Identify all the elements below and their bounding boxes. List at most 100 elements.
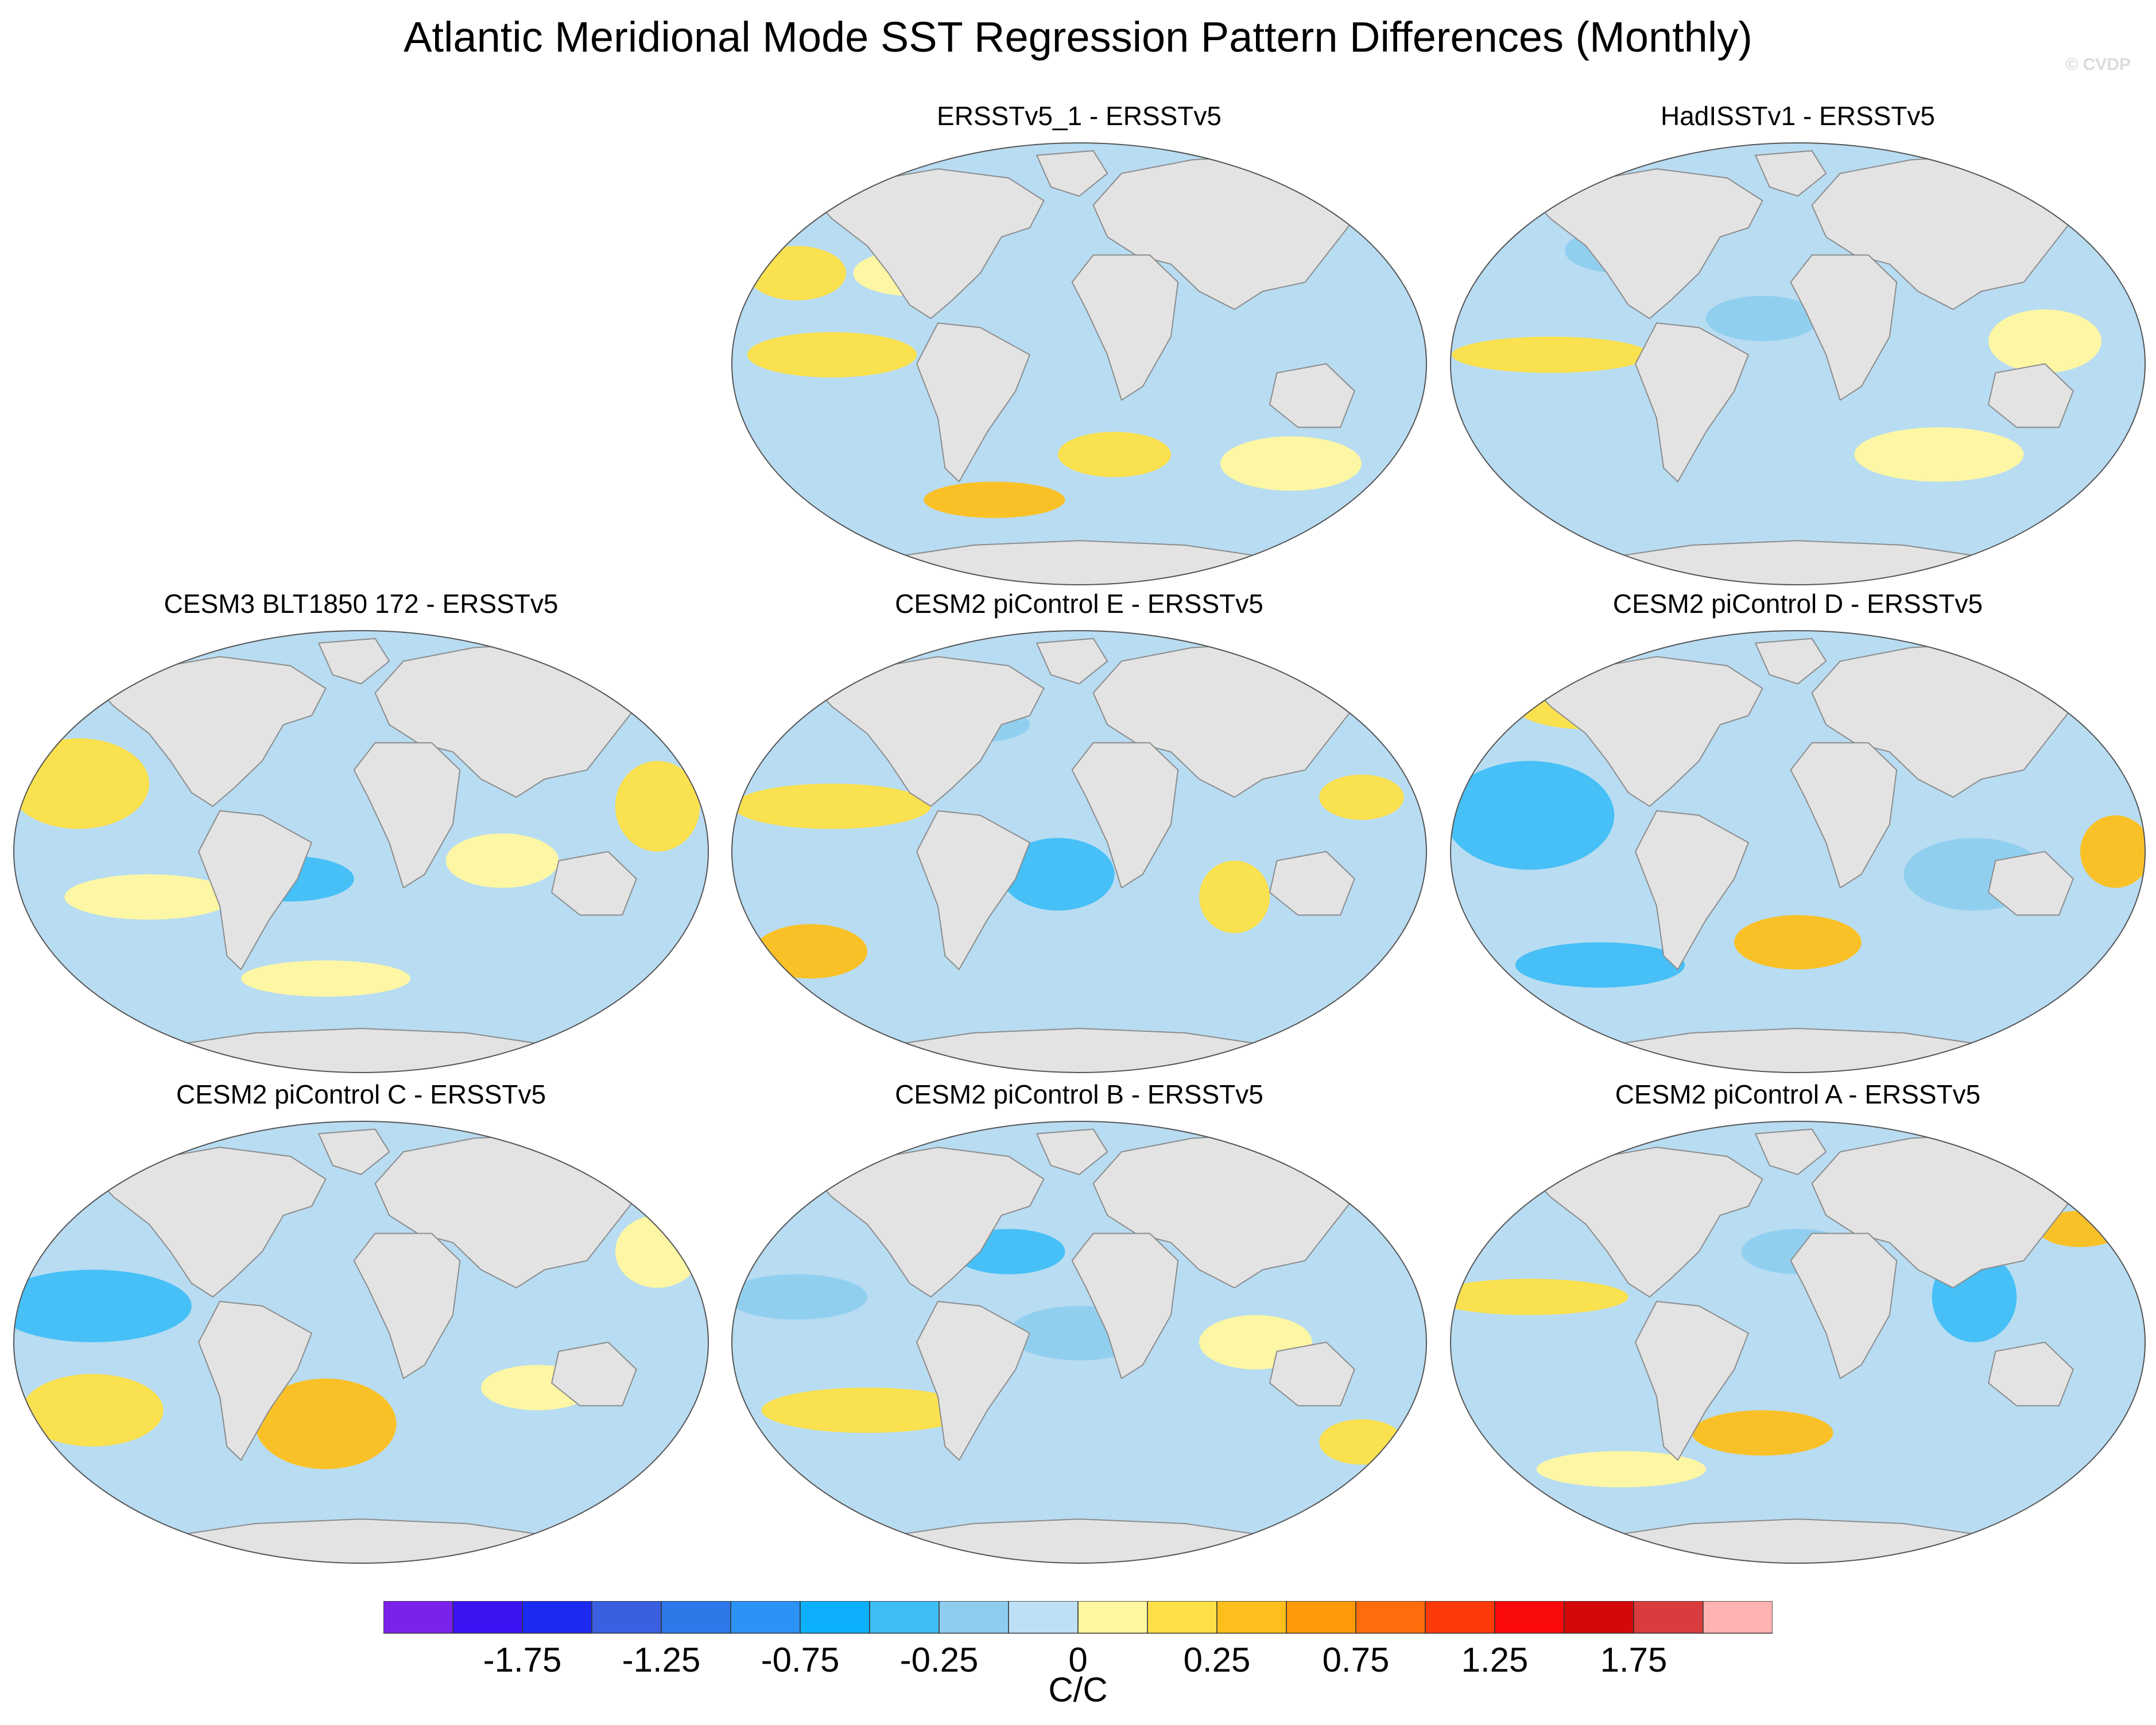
colorbar-swatch <box>939 1601 1009 1634</box>
colorbar-swatch <box>661 1601 731 1634</box>
colorbar-swatch <box>1286 1601 1356 1634</box>
sst-anomaly-region <box>1220 436 1362 491</box>
map-outline <box>1450 630 2146 1073</box>
land-australia <box>1269 363 1355 428</box>
land-south-america <box>916 322 1030 483</box>
map-outline <box>731 142 1427 585</box>
sst-anomaly-region <box>924 481 1065 518</box>
map-panel-cesm2-c: CESM2 piControl C - ERSSTv5 <box>8 1079 714 1572</box>
land-north-america <box>810 656 1045 807</box>
land-north-america <box>92 656 327 807</box>
colorbar-swatch <box>1633 1601 1704 1634</box>
sst-anomaly-region <box>1319 774 1404 820</box>
world-map <box>13 1121 709 1564</box>
colorbar-swatch <box>1703 1601 1773 1634</box>
sst-anomaly-region <box>22 1374 164 1447</box>
cvdp-watermark: © CVDP <box>2065 55 2131 74</box>
colorbar-tick-label: -0.75 <box>761 1641 840 1679</box>
colorbar-tick-label: -1.25 <box>622 1641 701 1679</box>
sst-anomaly-region <box>615 761 700 852</box>
sst-anomaly-region <box>1058 432 1171 477</box>
land-south-america <box>916 810 1030 970</box>
land-australia <box>1988 363 2074 428</box>
world-map <box>731 630 1427 1073</box>
map-panel-cesm2-e: CESM2 piControl E - ERSSTv5 <box>726 588 1432 1082</box>
colorbar-swatch <box>522 1601 592 1634</box>
panel-title: CESM2 piControl B - ERSSTv5 <box>895 1079 1263 1109</box>
land-australia <box>1269 1342 1355 1407</box>
sst-anomaly-region <box>1515 942 1685 988</box>
panel-title: ERSSTv5_1 - ERSSTv5 <box>937 101 1222 131</box>
sst-anomaly-region <box>1001 838 1115 911</box>
map-panel-cesm3-blt1850: CESM3 BLT1850 172 - ERSSTv5 <box>8 588 714 1082</box>
colorbar-tick-label: 1.25 <box>1461 1641 1529 1679</box>
world-map <box>1450 630 2146 1073</box>
sst-anomaly-region <box>1988 309 2101 373</box>
land-south-america <box>198 810 312 970</box>
sst-anomaly-region <box>14 1269 192 1342</box>
figure-title: Atlantic Meridional Mode SST Regression … <box>404 13 1752 61</box>
panel-title: CESM2 piControl D - ERSSTv5 <box>1612 589 1983 619</box>
land-north-america <box>810 168 1045 319</box>
land-north-america <box>92 1147 327 1297</box>
land-greenland <box>318 1128 390 1175</box>
sst-anomaly-region <box>1451 1279 1628 1315</box>
colorbar-units: C/C <box>1048 1670 1108 1709</box>
colorbar-swatch <box>1494 1601 1565 1634</box>
land-africa <box>1790 1233 1898 1380</box>
colorbar-swatch <box>1564 1601 1634 1634</box>
land-greenland <box>1036 150 1108 197</box>
sst-anomaly-region <box>754 924 867 979</box>
land-south-america <box>916 1300 1030 1461</box>
sst-anomaly-region <box>1452 336 1650 373</box>
land-greenland <box>1036 638 1108 685</box>
sst-anomaly-region <box>445 833 559 888</box>
land-australia <box>1988 1342 2074 1407</box>
sst-anomaly-region <box>2080 815 2145 888</box>
land-africa <box>1071 1233 1179 1380</box>
map-outline <box>1450 1121 2146 1564</box>
world-map <box>1450 142 2146 585</box>
map-outline <box>1450 142 2146 585</box>
land-south-america <box>1635 810 1749 970</box>
world-map <box>731 1121 1427 1564</box>
panel-title: CESM2 piControl E - ERSSTv5 <box>895 589 1263 619</box>
sst-anomaly-region <box>1319 1419 1404 1465</box>
land-north-america <box>1529 656 1763 807</box>
panel-title: CESM2 piControl A - ERSSTv5 <box>1615 1079 1981 1109</box>
sst-anomaly-region <box>1854 427 2024 482</box>
world-map <box>1450 1121 2146 1564</box>
land-africa <box>1071 254 1179 401</box>
sst-anomaly-region <box>747 332 917 378</box>
map-panel-ersstv5-1: ERSSTv5_1 - ERSSTv5 <box>726 100 1432 594</box>
land-greenland <box>1036 1128 1108 1175</box>
sst-anomaly-region <box>1706 296 1819 341</box>
land-australia <box>551 851 637 916</box>
colorbar-swatch <box>1425 1601 1495 1634</box>
land-south-america <box>198 1300 312 1461</box>
world-map <box>13 630 709 1073</box>
colorbar-tick-label: 1.75 <box>1600 1641 1668 1679</box>
colorbar-swatch <box>383 1601 453 1634</box>
sst-anomaly-region <box>1199 860 1270 934</box>
colorbar-swatch <box>1216 1601 1287 1634</box>
sst-anomaly-region <box>1692 1410 1833 1456</box>
colorbar-swatch <box>1077 1601 1148 1634</box>
sst-anomaly-region <box>241 960 411 997</box>
land-north-america <box>1529 1147 1763 1297</box>
colorbar-tick-label: 0.25 <box>1183 1641 1251 1679</box>
map-outline <box>731 630 1427 1073</box>
colorbar-tick-label: 0 <box>1068 1641 1088 1679</box>
panel-title: HadISSTv1 - ERSSTv5 <box>1660 101 1936 131</box>
land-south-america <box>1635 1300 1749 1461</box>
land-africa <box>353 742 461 889</box>
land-north-america <box>810 1147 1045 1297</box>
sst-anomaly-region <box>14 738 149 829</box>
land-greenland <box>1755 150 1827 197</box>
land-africa <box>1790 742 1898 889</box>
colorbar-tick-label: -0.25 <box>899 1641 979 1679</box>
colorbar-swatch <box>452 1601 523 1634</box>
land-africa <box>1071 742 1179 889</box>
land-south-america <box>1635 322 1749 483</box>
land-australia <box>551 1342 637 1407</box>
